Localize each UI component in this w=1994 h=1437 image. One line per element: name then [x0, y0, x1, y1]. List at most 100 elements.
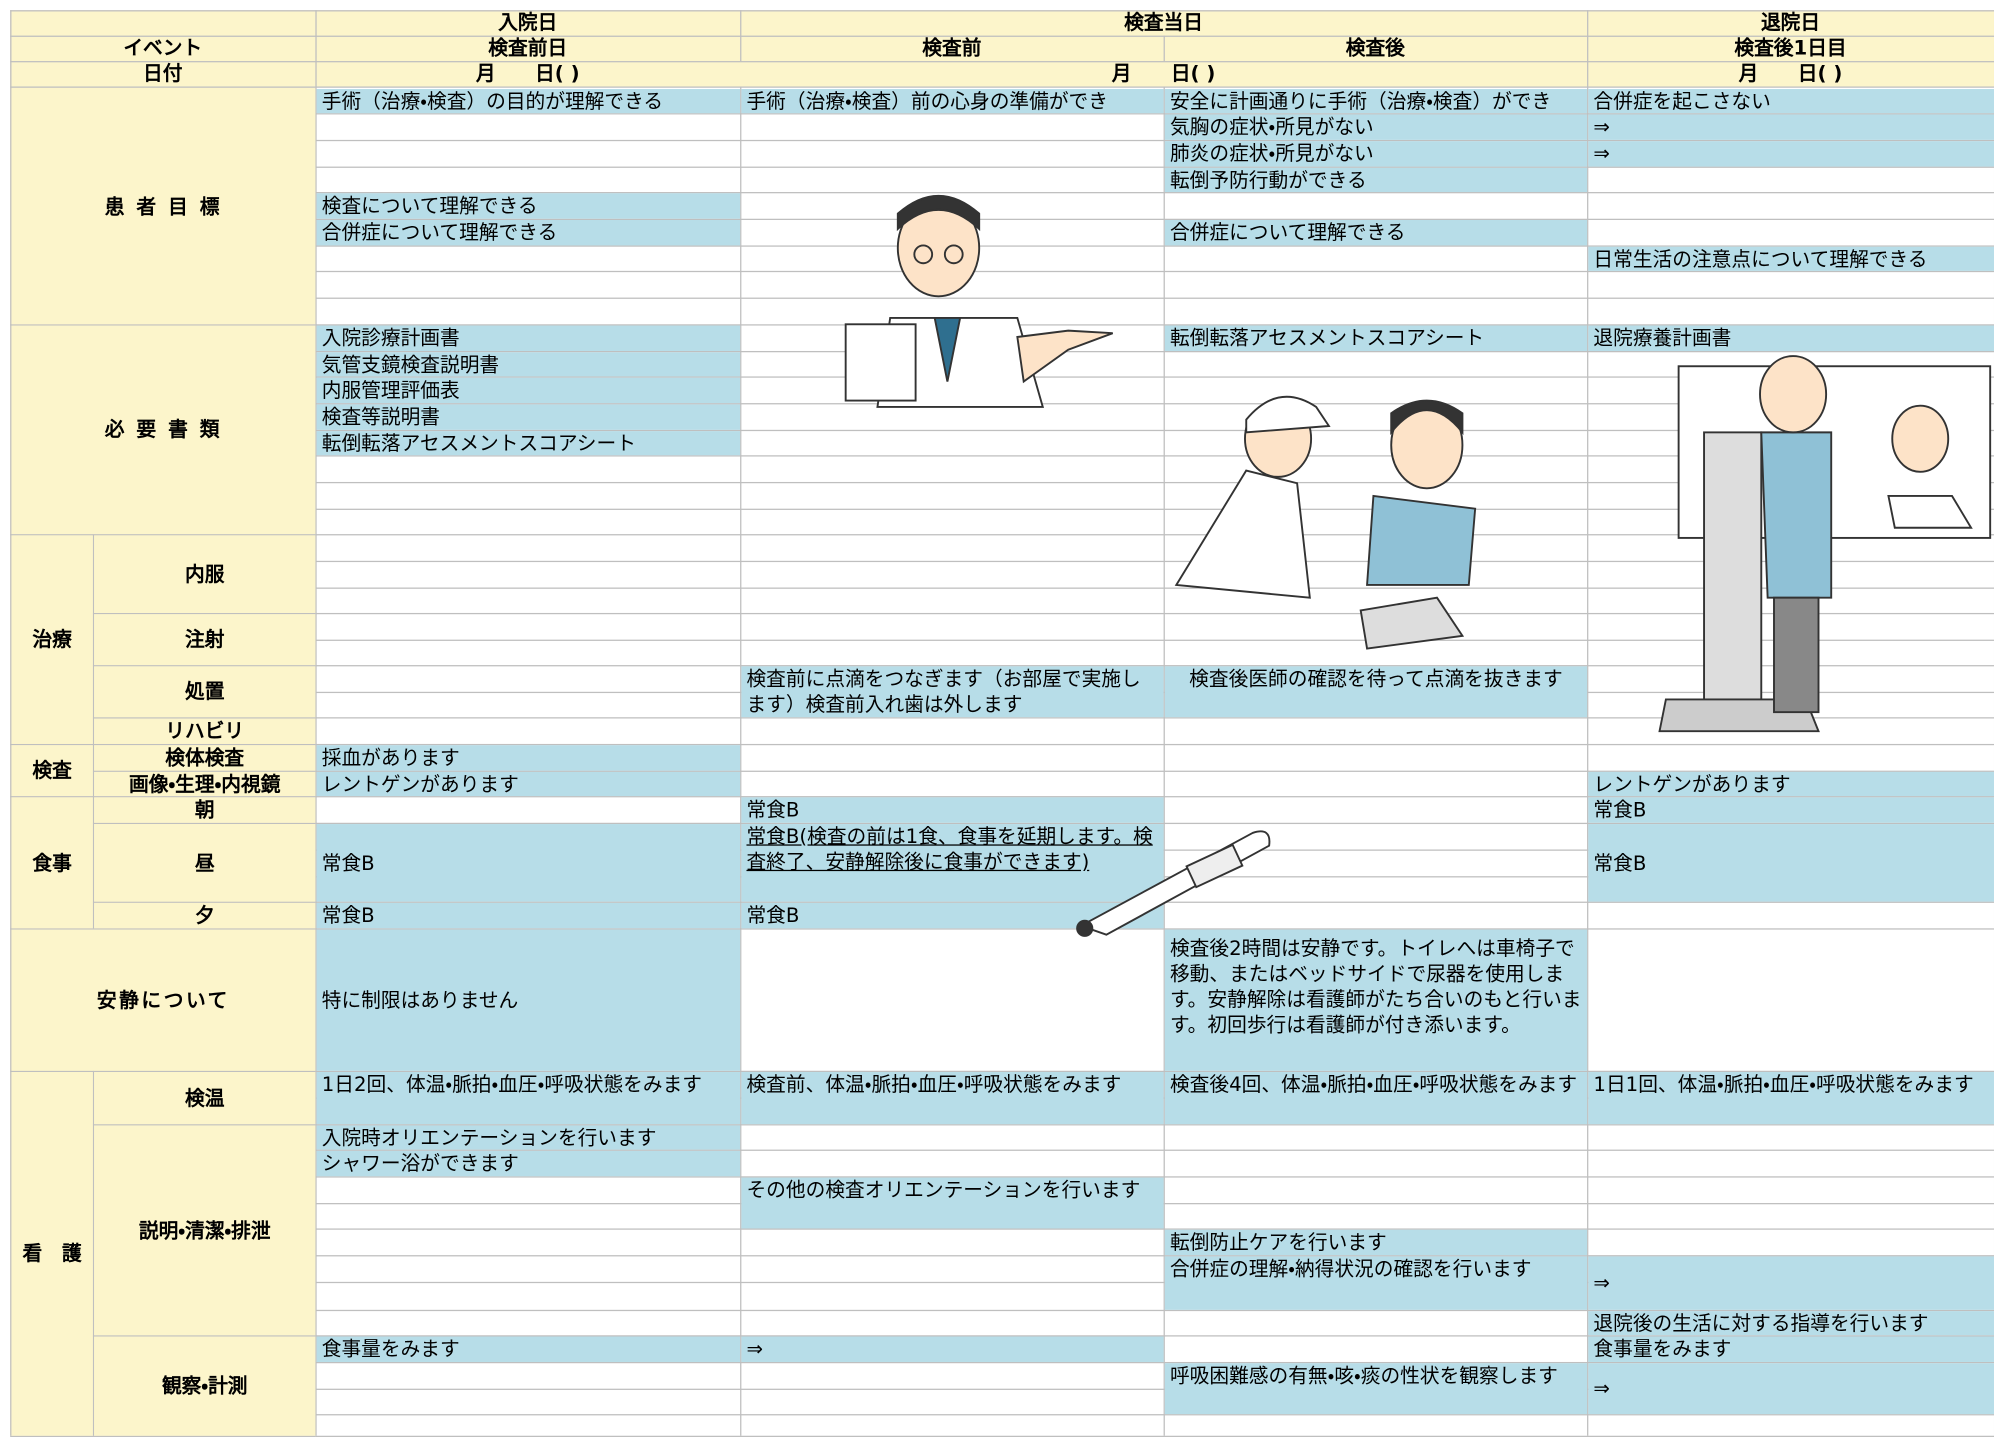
- grid-line: [315, 1228, 1994, 1229]
- row-label: 処置: [94, 666, 315, 717]
- row-label: 患 者 目 標: [11, 89, 315, 324]
- grid-line: [315, 613, 1994, 614]
- header-label: 日付: [10, 61, 315, 86]
- data-cell: 呼吸困難感の有無・咳・痰の性状を観察します: [1165, 1363, 1587, 1414]
- data-cell: 転倒予防行動ができる: [1165, 168, 1587, 192]
- xray-illustration: [1660, 356, 1991, 731]
- row-label: 夕: [94, 903, 315, 928]
- header-cell: 入院日: [315, 10, 740, 35]
- data-cell: 常食B: [1588, 797, 1994, 822]
- row-label: 画像・生理・内視鏡: [94, 772, 315, 796]
- data-cell: 合併症について理解できる: [1165, 220, 1587, 245]
- header-cell: 検査当日: [740, 10, 1587, 35]
- data-cell: その他の検査オリエンテーションを行います: [741, 1178, 1163, 1229]
- grid-line: [315, 482, 1994, 483]
- data-cell: 食事量をみます: [1588, 1337, 1994, 1362]
- date-cell: 月 日( ): [740, 61, 1587, 86]
- grid-line: [315, 167, 1994, 168]
- grid-line: [315, 509, 1994, 510]
- row-label: 注射: [94, 614, 315, 665]
- data-cell: 手術（治療・検査）の目的が理解できる: [317, 89, 740, 113]
- data-cell: 採血があります: [317, 745, 740, 770]
- data-cell: 転倒防止ケアを行います: [1165, 1230, 1587, 1255]
- data-cell: 気胸の症状・所見がない: [1165, 114, 1587, 139]
- date-cell: 月 日( ): [315, 61, 740, 86]
- grid-line: [315, 298, 1994, 299]
- grid-line: [315, 717, 1994, 718]
- row-label: 検査: [11, 745, 92, 796]
- data-cell: レントゲンがあります: [317, 772, 740, 796]
- grid-line: [10, 86, 315, 87]
- row-label: リハビリ: [94, 718, 315, 743]
- data-cell: 検査について理解できる: [317, 193, 740, 218]
- data-cell: レントゲンがあります: [1588, 772, 1994, 796]
- data-cell: 1日1回、体温・脈拍・血圧・呼吸状態をみます: [1588, 1072, 1994, 1124]
- data-cell: ⇒: [741, 1337, 1163, 1362]
- data-cell: 検査前に点滴をつなぎます（お部屋で実施します）検査前入れ歯は外します: [741, 666, 1163, 717]
- data-cell: 食事量をみます: [317, 1337, 740, 1362]
- grid-line: [315, 561, 1994, 562]
- grid-line: [740, 86, 741, 1435]
- row-label: 昼: [94, 824, 315, 902]
- data-cell: 安全に計画通りに手術（治療・検査）ができ: [1165, 89, 1587, 113]
- grid-line: [315, 588, 1994, 589]
- phase-label: 検査前: [740, 36, 1163, 61]
- data-cell: 常食B: [741, 903, 1163, 928]
- data-cell: 入院時オリエンテーションを行います: [317, 1125, 740, 1149]
- row-label: 看 護: [11, 1072, 92, 1436]
- phase-label: 検査後1日目: [1587, 36, 1994, 61]
- data-cell: 手術（治療・検査）前の心身の準備ができ: [741, 89, 1163, 113]
- grid-line: [315, 271, 1994, 272]
- data-cell: 1日2回、体温・脈拍・血圧・呼吸状態をみます: [317, 1072, 740, 1124]
- row-label: 内服: [94, 535, 315, 613]
- data-cell: 入院診療計画書: [317, 326, 740, 351]
- data-cell: 検査後医師の確認を待って点滴を抜きます: [1165, 666, 1587, 717]
- data-cell: 日常生活の注意点について理解できる: [1588, 247, 1994, 271]
- data-cell: 転倒転落アセスメントスコアシート: [1165, 326, 1587, 351]
- row-label: 検体検査: [94, 745, 315, 770]
- phase-label: 検査後: [1164, 36, 1587, 61]
- date-cell: 月 日( ): [1587, 61, 1994, 86]
- data-cell: ⇒: [1588, 141, 1994, 166]
- row-label: 観察・計測: [94, 1337, 315, 1436]
- grid-line: [315, 640, 1994, 641]
- row-label: 朝: [94, 797, 315, 822]
- nurse-patient-illustration: [1176, 397, 1475, 649]
- doctor-illustration: [846, 196, 1113, 407]
- data-cell: シャワー浴ができます: [317, 1151, 740, 1176]
- data-cell: 転倒転落アセスメントスコアシート: [317, 431, 740, 455]
- data-cell: 合併症について理解できる: [317, 220, 740, 245]
- data-cell: 合併症を起こさない: [1588, 89, 1994, 113]
- data-cell: 常食B(検査の前は1食、食事を延期します。検査終了、安静解除後に食事ができます): [741, 824, 1163, 902]
- data-cell: ⇒: [1588, 1363, 1994, 1414]
- grid-line: [315, 1414, 1994, 1415]
- row-label: 説明・清潔・排泄: [94, 1125, 315, 1335]
- grid-line: [315, 455, 1994, 456]
- data-cell: 内服管理評価表: [317, 378, 740, 403]
- row-label: 安静について: [11, 930, 315, 1071]
- data-cell: 退院後の生活に対する指導を行います: [1588, 1311, 1994, 1335]
- grid-line: [315, 534, 1994, 535]
- data-cell: 特に制限はありません: [317, 930, 740, 1071]
- row-label: 治療: [11, 535, 92, 744]
- data-cell: 検査後4回、体温・脈拍・血圧・呼吸状態をみます: [1165, 1072, 1587, 1124]
- data-cell: 気管支鏡検査説明書: [317, 352, 740, 376]
- row-label: 食事: [11, 797, 92, 928]
- data-cell: 退院療養計画書: [1588, 326, 1994, 351]
- data-cell: 肺炎の症状・所見がない: [1165, 141, 1587, 166]
- header-cell: 退院日: [1587, 10, 1994, 35]
- data-cell: 検査前、体温・脈拍・血圧・呼吸状態をみます: [741, 1072, 1163, 1124]
- row-label: 必 要 書 類: [11, 326, 315, 535]
- data-cell: 検査後2時間は安静です。トイレへは車椅子で移動、またはベッドサイドで尿器を使用し…: [1165, 930, 1587, 1071]
- data-cell: ⇒: [1588, 1256, 1994, 1309]
- data-cell: 常食B: [1588, 824, 1994, 902]
- data-cell: 合併症の理解・納得状況の確認を行います: [1165, 1256, 1587, 1309]
- row-label: 検温: [94, 1072, 315, 1124]
- grid-line: [315, 86, 1994, 87]
- data-cell: 検査等説明書: [317, 404, 740, 429]
- data-cell: ⇒: [1588, 114, 1994, 139]
- data-cell: 常食B: [317, 824, 740, 902]
- data-cell: 常食B: [741, 797, 1163, 822]
